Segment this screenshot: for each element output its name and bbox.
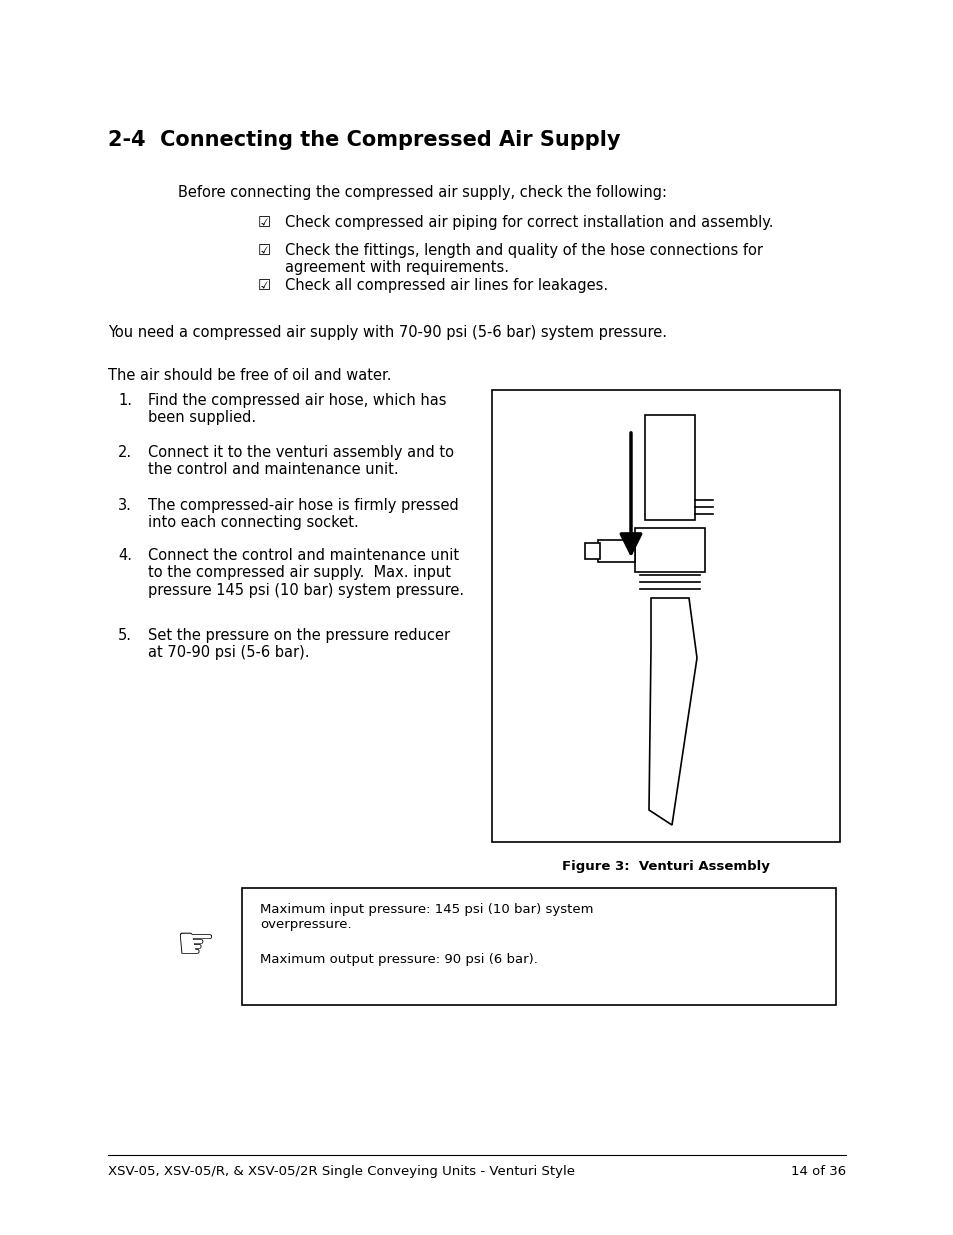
Text: Set the pressure on the pressure reducer
at 70-90 psi (5-6 bar).: Set the pressure on the pressure reducer…: [148, 629, 450, 661]
Text: You need a compressed air supply with 70-90 psi (5-6 bar) system pressure.: You need a compressed air supply with 70…: [108, 325, 666, 340]
Text: Maximum output pressure: 90 psi (6 bar).: Maximum output pressure: 90 psi (6 bar).: [260, 953, 537, 966]
Text: ☑: ☑: [257, 215, 271, 230]
Bar: [598, 540, 635, 562]
Text: ☑: ☑: [257, 243, 271, 258]
Text: The air should be free of oil and water.: The air should be free of oil and water.: [108, 368, 391, 383]
Text: Connect it to the venturi assembly and to
the control and maintenance unit.: Connect it to the venturi assembly and t…: [148, 445, 454, 478]
Text: Check all compressed air lines for leakages.: Check all compressed air lines for leaka…: [285, 278, 607, 293]
Text: 2-4  Connecting the Compressed Air Supply: 2-4 Connecting the Compressed Air Supply: [108, 130, 619, 149]
Text: Check compressed air piping for correct installation and assembly.: Check compressed air piping for correct …: [285, 215, 773, 230]
Text: 2.: 2.: [118, 445, 132, 459]
Bar: [242, 888, 835, 1005]
Bar: [644, 415, 695, 520]
Text: Find the compressed air hose, which has
been supplied.: Find the compressed air hose, which has …: [148, 393, 446, 425]
Text: Check the fittings, length and quality of the hose connections for
agreement wit: Check the fittings, length and quality o…: [285, 243, 762, 275]
Text: Connect the control and maintenance unit
to the compressed air supply.  Max. inp: Connect the control and maintenance unit…: [148, 548, 464, 598]
Text: Before connecting the compressed air supply, check the following:: Before connecting the compressed air sup…: [178, 185, 666, 200]
Text: 4.: 4.: [118, 548, 132, 563]
Text: Figure 3:  Venturi Assembly: Figure 3: Venturi Assembly: [561, 860, 769, 873]
Text: 5.: 5.: [118, 629, 132, 643]
Text: ☑: ☑: [257, 278, 271, 293]
Text: The compressed-air hose is firmly pressed
into each connecting socket.: The compressed-air hose is firmly presse…: [148, 498, 458, 530]
Text: ☞: ☞: [175, 925, 214, 967]
Text: 3.: 3.: [118, 498, 132, 513]
Bar: [584, 543, 599, 559]
Polygon shape: [648, 598, 697, 825]
Text: 1.: 1.: [118, 393, 132, 408]
Text: Maximum input pressure: 145 psi (10 bar) system
overpressure.: Maximum input pressure: 145 psi (10 bar)…: [260, 903, 593, 931]
Bar: [492, 390, 840, 842]
Text: 14 of 36: 14 of 36: [790, 1165, 845, 1178]
Bar: [635, 529, 704, 572]
Text: XSV-05, XSV-05/R, & XSV-05/2R Single Conveying Units - Venturi Style: XSV-05, XSV-05/R, & XSV-05/2R Single Con…: [108, 1165, 575, 1178]
